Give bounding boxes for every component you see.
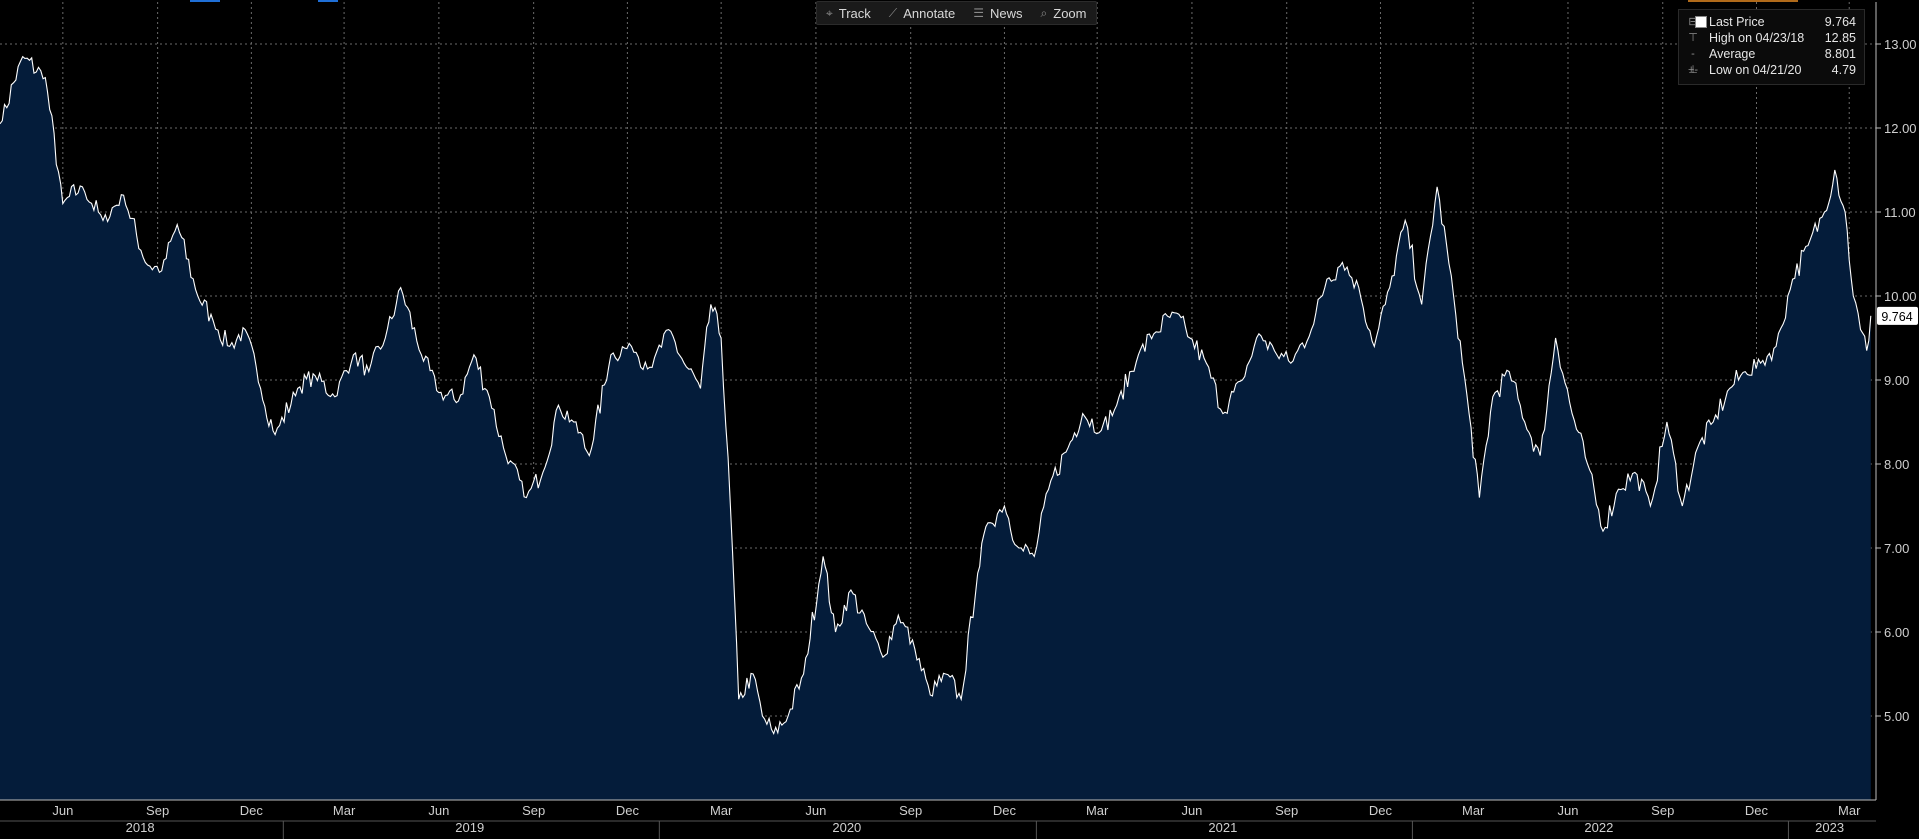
year-label: 2022 (1584, 820, 1613, 835)
x-tick-label: Dec (1369, 803, 1393, 818)
legend-low[interactable]: ⊥ Low on 04/21/20 4.79 (1688, 63, 1856, 77)
price-area-fill (0, 56, 1871, 801)
low-marker-icon: ⊥ (1688, 64, 1698, 76)
x-tick-label: Mar (710, 803, 733, 818)
year-label: 2020 (832, 820, 861, 835)
y-tick-label: 9.00 (1884, 373, 1909, 388)
legend: ⊟ Last Price 9.764 ⊤ High on 04/23/18 12… (1678, 9, 1865, 85)
x-tick-label: Jun (428, 803, 449, 818)
top-accent-left (190, 0, 220, 2)
news-button[interactable]: ☰ News (973, 5, 1023, 21)
year-label: 2021 (1208, 820, 1237, 835)
annotate-button[interactable]: ⟋ Annotate (888, 5, 956, 21)
chart-toolbar: ⌖ Track ⟋ Annotate ☰ News ⌕ Zoom (816, 1, 1097, 25)
high-marker-icon: ⊤ (1688, 32, 1698, 44)
series-swatch (1695, 16, 1707, 28)
x-tick-label: Sep (522, 803, 545, 818)
x-tick-label: Mar (1462, 803, 1485, 818)
price-line (0, 55, 1872, 736)
x-tick-label: Dec (240, 803, 264, 818)
y-tick-label: 8.00 (1884, 457, 1909, 472)
x-tick-label: Jun (805, 803, 826, 818)
news-icon: ☰ (973, 6, 985, 20)
x-tick-label: Mar (333, 803, 356, 818)
year-label: 2019 (455, 820, 484, 835)
legend-last-price[interactable]: ⊟ Last Price 9.764 (1688, 15, 1856, 29)
y-tick-label: 12.00 (1884, 121, 1917, 136)
x-tick-label: Dec (1745, 803, 1769, 818)
year-label: 2023 (1815, 820, 1844, 835)
last-price-marker (1877, 306, 1918, 325)
x-tick-label: Mar (1086, 803, 1109, 818)
collapse-icon: ⊟ (1688, 16, 1698, 28)
y-tick-label: 13.00 (1884, 37, 1917, 52)
y-tick-label: 7.00 (1884, 541, 1909, 556)
y-tick-label: 6.00 (1884, 625, 1909, 640)
y-tick-label: 11.00 (1884, 205, 1916, 220)
x-tick-label: Sep (899, 803, 922, 818)
track-button[interactable]: ⌖ Track (826, 5, 871, 21)
legend-high[interactable]: ⊤ High on 04/23/18 12.85 (1688, 31, 1856, 45)
x-tick-label: Jun (1557, 803, 1578, 818)
magnifier-icon: ⌕ (1040, 5, 1048, 20)
average-marker-icon: -+- (1687, 48, 1699, 76)
x-tick-label: Sep (1651, 803, 1674, 818)
year-label: 2018 (126, 820, 155, 835)
y-tick-label: 5.00 (1884, 709, 1909, 724)
top-accent-right (1688, 0, 1798, 2)
last-price-label: 9.764 (1881, 310, 1912, 324)
x-tick-label: Mar (1838, 803, 1861, 818)
x-tick-label: Sep (1275, 803, 1298, 818)
legend-average[interactable]: -+- Average 8.801 (1687, 47, 1856, 76)
zoom-button[interactable]: ⌕ Zoom (1040, 5, 1087, 21)
x-tick-label: Dec (616, 803, 640, 818)
x-tick-label: Jun (52, 803, 73, 818)
x-tick-label: Dec (993, 803, 1017, 818)
y-tick-label: 10.00 (1884, 289, 1917, 304)
x-tick-label: Jun (1181, 803, 1202, 818)
crosshair-icon: ⌖ (826, 5, 833, 20)
x-tick-label: Sep (146, 803, 169, 818)
pencil-icon: ⟋ (888, 5, 898, 20)
top-accent-mid (318, 0, 338, 2)
